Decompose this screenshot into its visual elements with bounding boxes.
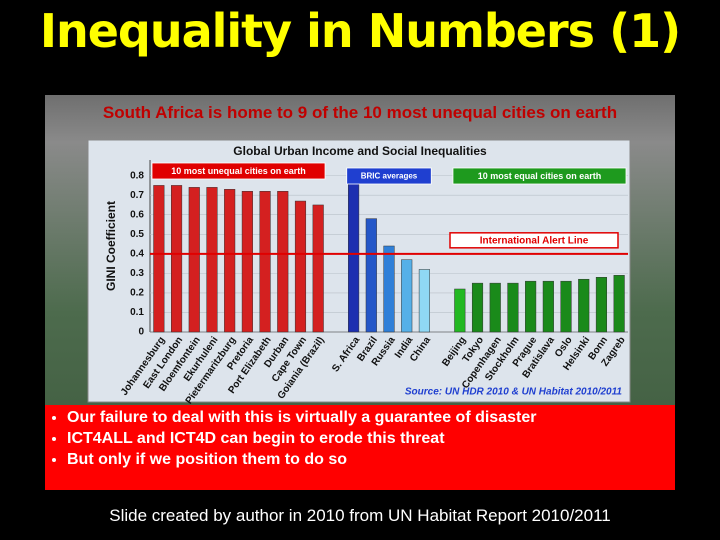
bullet: ICT4ALL and ICT4D can begin to erode thi… xyxy=(67,430,675,448)
alert-label-box xyxy=(449,232,619,249)
alert-label: International Alert Line xyxy=(480,235,589,246)
bar xyxy=(153,185,165,333)
group-label: BRIC averages xyxy=(361,172,418,181)
bar xyxy=(312,204,324,333)
group-label: 10 most unequal cities on earth xyxy=(171,166,306,176)
bar xyxy=(365,218,377,333)
bar xyxy=(542,280,554,333)
group-label-box xyxy=(346,167,432,185)
bar xyxy=(348,181,360,333)
y-tick-label: 0.8 xyxy=(130,170,144,181)
y-tick-label: 0.4 xyxy=(130,248,144,259)
bar xyxy=(418,269,430,333)
bar xyxy=(454,288,466,333)
bar xyxy=(170,185,183,333)
bullet-list: Our failure to deal with this is virtual… xyxy=(45,405,675,490)
y-tick-label: 0.6 xyxy=(130,209,144,220)
y-tick-label: 0.7 xyxy=(130,190,144,201)
bar xyxy=(507,282,519,333)
y-tick-label: 0.1 xyxy=(130,307,144,318)
bullet: But only if we position them to do so xyxy=(67,451,675,469)
bar xyxy=(401,259,413,333)
bar xyxy=(613,275,625,333)
bar xyxy=(188,187,200,333)
group-label-box xyxy=(151,162,326,180)
group-label: 10 most equal cities on earth xyxy=(478,171,602,181)
bar xyxy=(595,277,608,333)
bar xyxy=(277,191,289,333)
headline: South Africa is home to 9 of the 10 most… xyxy=(102,103,618,122)
bar xyxy=(489,282,501,333)
y-tick-label: 0 xyxy=(138,327,144,338)
slide-title: Inequality in Numbers (1) xyxy=(39,4,681,58)
bar xyxy=(560,280,572,333)
caption: Slide created by author in 2010 from UN … xyxy=(109,506,611,525)
bar xyxy=(259,191,271,333)
bar xyxy=(241,191,253,333)
bar xyxy=(578,278,590,333)
y-tick-label: 0.2 xyxy=(130,288,144,299)
chart-title: Global Urban Income and Social Inequalit… xyxy=(233,144,487,158)
bar xyxy=(294,200,307,333)
bullet: Our failure to deal with this is virtual… xyxy=(67,409,675,427)
bar xyxy=(383,245,395,333)
group-label-box xyxy=(452,167,627,185)
y-axis-label: GINI Coefficient xyxy=(104,201,118,291)
y-tick-label: 0.3 xyxy=(130,268,144,279)
y-tick-label: 0.5 xyxy=(130,229,144,240)
bar xyxy=(224,189,236,333)
source-note: Source: UN HDR 2010 & UN Habitat 2010/20… xyxy=(405,387,623,398)
bar xyxy=(206,187,218,333)
bar xyxy=(525,280,537,333)
bar xyxy=(471,282,484,333)
